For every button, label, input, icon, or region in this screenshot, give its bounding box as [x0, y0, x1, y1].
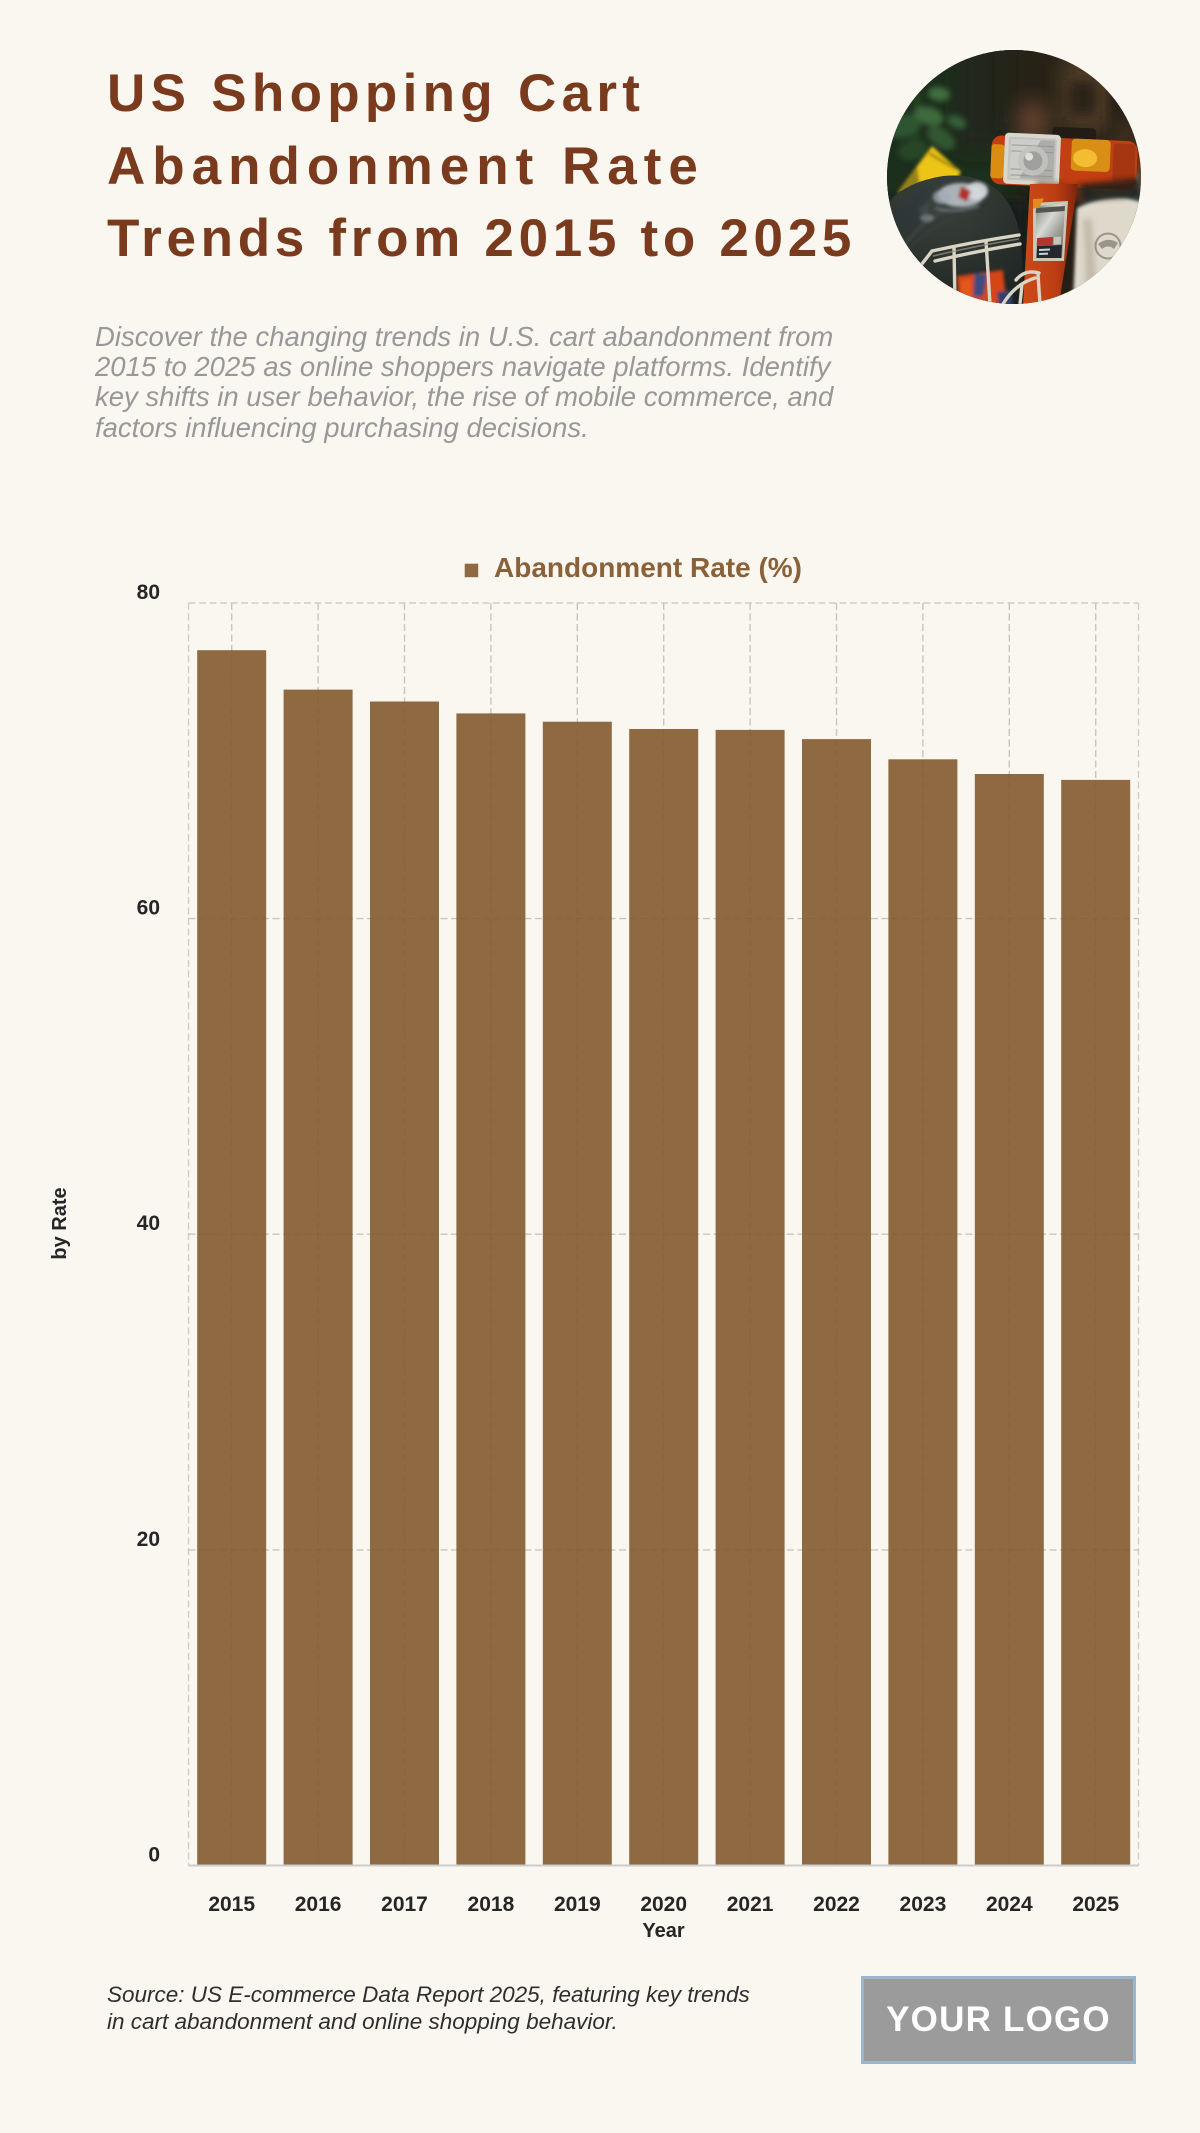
svg-text:0: 0 [148, 1844, 160, 1867]
svg-text:by Rate: by Rate [49, 1187, 71, 1259]
svg-text:2022: 2022 [813, 1893, 860, 1916]
svg-text:2020: 2020 [640, 1893, 687, 1916]
svg-text:2019: 2019 [554, 1893, 601, 1916]
svg-text:60: 60 [137, 897, 160, 920]
svg-text:2016: 2016 [295, 1893, 342, 1916]
svg-text:2024: 2024 [986, 1893, 1033, 1916]
svg-text:2018: 2018 [468, 1893, 515, 1916]
svg-text:2023: 2023 [900, 1893, 947, 1916]
svg-text:20: 20 [137, 1528, 160, 1551]
svg-text:Abandonment Rate (%): Abandonment Rate (%) [494, 552, 802, 583]
svg-text:80: 80 [137, 581, 160, 604]
svg-text:2025: 2025 [1072, 1893, 1119, 1916]
svg-text:2017: 2017 [381, 1893, 428, 1916]
svg-text:40: 40 [137, 1212, 160, 1235]
svg-text:2021: 2021 [727, 1893, 774, 1916]
svg-text:2015: 2015 [208, 1893, 255, 1916]
svg-text:Year: Year [642, 1920, 684, 1942]
